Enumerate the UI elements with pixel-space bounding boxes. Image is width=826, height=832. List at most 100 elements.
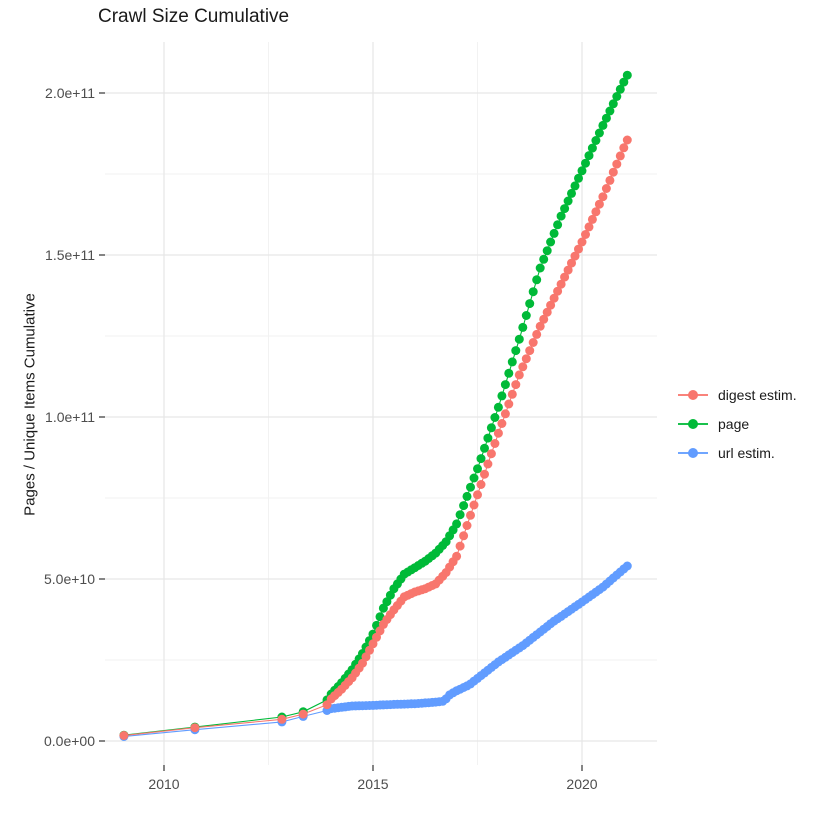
data-point [497,391,507,401]
data-point [119,731,129,740]
legend-item-url: url estim. [678,438,797,467]
legend-key-dot [688,389,698,400]
data-point [497,419,507,428]
data-point [619,143,629,153]
data-point [594,199,604,209]
data-point [493,428,503,438]
y-tick-label: 2.0e+11 [45,85,95,101]
data-point [598,192,608,202]
data-point [473,464,482,474]
legend-key-digest-icon [678,387,708,403]
data-point [598,120,608,130]
series-line-url-estim- [123,565,628,738]
minor-gridlines [105,42,657,765]
data-point [601,113,611,123]
data-point [490,439,500,448]
data-point [556,211,566,221]
data-point [622,561,632,571]
data-point [511,346,521,356]
data-point [490,413,500,422]
data-point [535,321,545,331]
data-point [277,714,287,724]
data-point [584,222,594,232]
data-point [504,399,514,409]
data-point [612,92,622,101]
data-point [511,380,521,390]
data-point [549,293,559,303]
data-point [514,370,524,380]
data-point [528,338,538,347]
data-point [574,173,583,183]
data-point [563,196,573,206]
x-tick-label: 2020 [566,776,597,792]
data-point [462,491,472,501]
axis-tick-labels: 2010 2015 2020 0.0e+00 5.0e+10 1.0e+11 1.5e+11… [44,85,598,792]
data-point [587,143,597,153]
data-point [500,380,510,390]
data-point [608,167,618,177]
data-point [493,402,503,412]
data-point [567,188,576,198]
data-point [452,519,462,529]
data-point [608,99,618,109]
data-point [190,723,200,733]
x-tick-label: 2015 [357,776,388,792]
data-point [601,184,611,193]
data-point [455,510,465,520]
data-point [466,482,475,492]
data-point [560,204,570,214]
data-point [570,181,580,191]
data-point [518,322,528,332]
data-point [507,389,517,399]
legend-item-label: page [718,415,750,432]
data-point [594,128,604,138]
data-point [486,449,496,459]
legend-key-dot [688,418,698,429]
data-point [469,473,479,483]
data-point [553,220,563,230]
data-point [532,275,542,285]
data-point [587,214,597,224]
data-point [553,286,563,296]
data-point [612,159,622,169]
y-tick-label: 1.0e+11 [45,409,95,425]
data-point [504,368,514,378]
y-tick-label: 5.0e+10 [44,571,95,587]
legend-key-page-icon [678,416,708,432]
data-point [546,237,556,247]
data-point [577,166,587,176]
data-point [525,299,535,309]
series-points [119,70,632,741]
data-point [452,551,462,561]
y-tick-label: 1.5e+11 [45,247,95,263]
data-point [622,70,632,80]
data-point [521,311,531,320]
data-point [476,454,486,464]
data-point [619,77,629,87]
data-point [615,151,625,161]
major-gridlines [105,42,657,765]
page-title: Crawl Size Cumulative [98,6,290,27]
data-point [574,244,583,254]
data-point [556,279,566,289]
legend-item-digest: digest estim. [678,380,797,409]
data-point [581,230,590,239]
data-point [605,175,615,185]
data-point [476,480,486,489]
data-point [546,300,556,310]
data-point [486,423,496,433]
data-point [473,490,482,500]
data-point [584,151,594,161]
data-point [532,329,542,339]
data-point [549,228,559,238]
data-point [500,409,510,419]
data-point [539,254,549,264]
data-point [525,346,535,356]
data-point [462,521,472,530]
data-point [581,158,590,168]
legend-item-label: url estim. [718,444,775,461]
data-point [567,258,576,268]
data-point [605,106,615,116]
data-point [480,469,489,479]
